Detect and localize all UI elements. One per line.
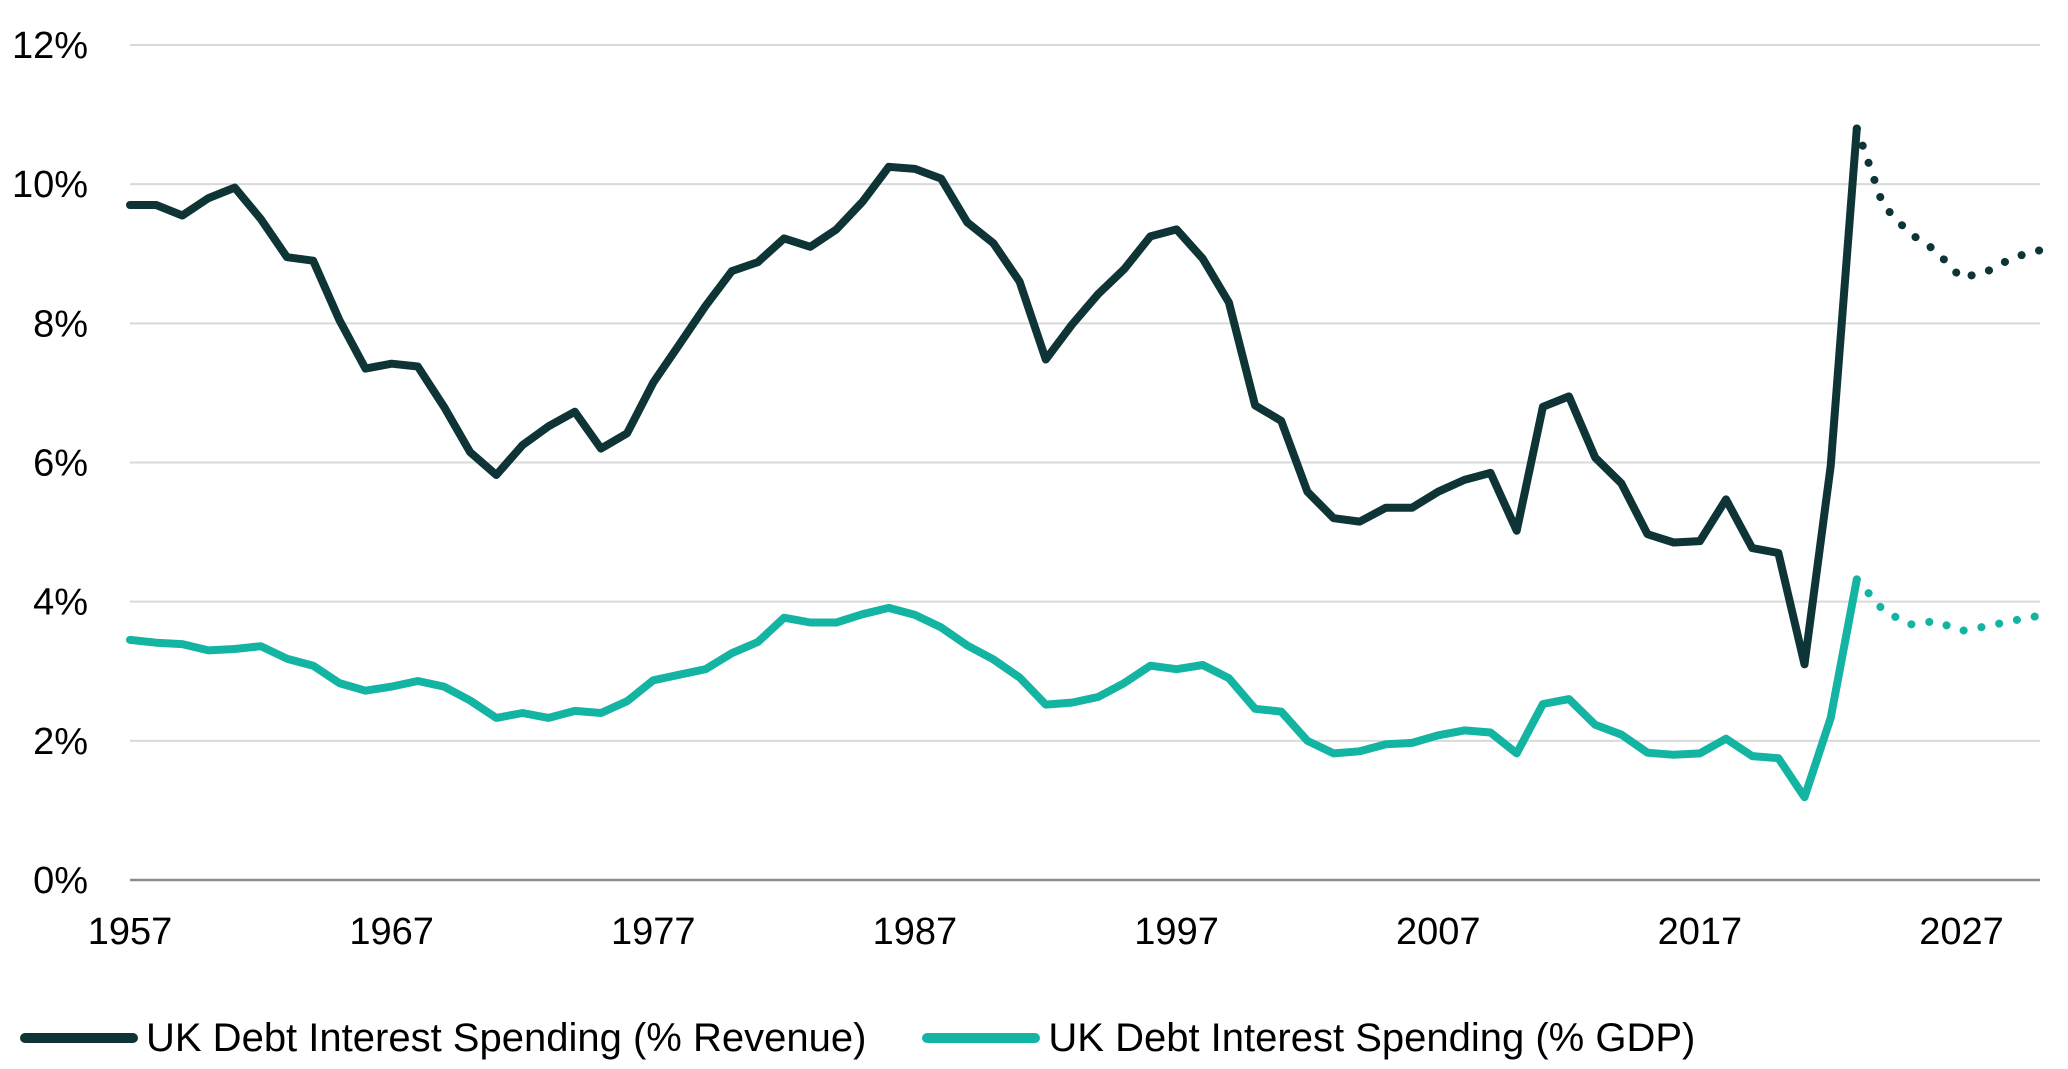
x-tick-label-2017: 2017 [1658,911,1743,953]
y-axis-tick-labels: 0% 2% 4% 6% 8% 10% 12% [12,25,88,902]
x-tick-label-1967: 1967 [349,911,434,953]
y-tick-label-12: 12% [12,25,88,67]
legend-label-gdp: UK Debt Interest Spending (% GDP) [1048,1015,1696,1060]
y-tick-label-4: 4% [33,582,88,624]
series-forecast-line-1 [1852,575,2044,635]
x-tick-label-1997: 1997 [1134,911,1219,953]
legend-swatch-gdp [922,1033,1041,1043]
legend-item-gdp: UK Debt Interest Spending (% GDP) [922,1016,1695,1061]
series-line-0 [126,124,1861,669]
x-axis-tick-labels: 1957 1967 1977 1987 1997 2007 2017 2027 [88,911,2004,953]
x-tick-label-2027: 2027 [1919,911,2004,953]
x-tick-label-1987: 1987 [873,911,958,953]
legend: UK Debt Interest Spending (% Revenue) UK… [20,1010,1751,1066]
y-tick-label-0: 0% [33,860,88,902]
series-lines [126,124,2044,802]
series-line-1 [126,575,1861,802]
x-tick-label-1977: 1977 [611,911,696,953]
x-tick-label-2007: 2007 [1396,911,1481,953]
x-tick-label-1957: 1957 [88,911,173,953]
gridlines [130,44,2040,742]
series-forecast-line-0 [1852,124,2044,283]
y-tick-label-2: 2% [33,721,88,763]
line-chart: 0% 2% 4% 6% 8% 10% 12% 1957 1967 1977 1987 1997 200… [12,25,2044,953]
y-tick-label-10: 10% [12,164,88,206]
legend-label-revenue: UK Debt Interest Spending (% Revenue) [146,1015,867,1060]
y-tick-label-8: 8% [33,303,88,345]
y-tick-label-6: 6% [33,443,88,485]
legend-swatch-revenue [20,1033,138,1043]
legend-item-revenue: UK Debt Interest Spending (% Revenue) [20,1016,866,1061]
